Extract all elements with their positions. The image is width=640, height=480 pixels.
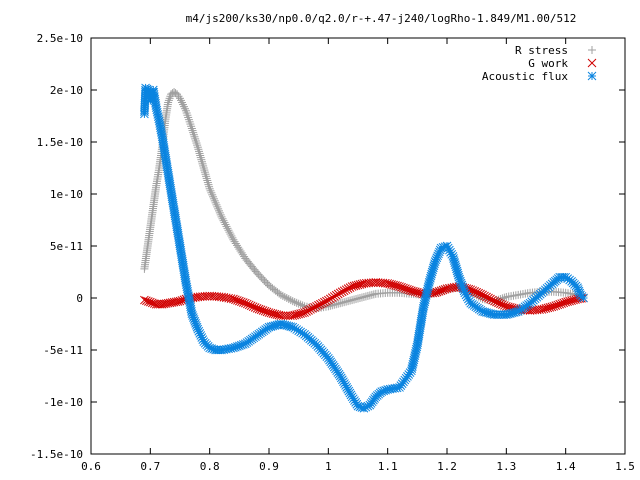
data-point [165, 96, 173, 104]
data-point [350, 296, 358, 304]
chart-title: m4/js200/ks30/np0.0/q2.0/r-+.47-j240/log… [186, 12, 577, 25]
legend-label: R stress [515, 44, 568, 57]
data-point [194, 143, 202, 151]
data-point [330, 301, 338, 309]
y-tick-label: 1e-10 [50, 188, 83, 201]
data-point [200, 164, 208, 172]
data-point [360, 293, 368, 301]
data-point [199, 160, 207, 168]
data-point [364, 292, 372, 300]
data-point [204, 179, 212, 187]
data-point [185, 116, 193, 124]
data-point [200, 166, 208, 174]
x-tick-label: 1.2 [437, 460, 457, 473]
data-point [202, 172, 210, 180]
series-r-stress [140, 88, 587, 312]
x-tick-label: 1 [325, 460, 332, 473]
data-point [205, 183, 213, 191]
y-tick-label: 5e-11 [50, 240, 83, 253]
data-point [370, 290, 378, 298]
data-point [362, 292, 370, 300]
data-point [348, 296, 356, 304]
x-tick-label: 1.1 [378, 460, 398, 473]
data-point [189, 127, 197, 135]
chart: m4/js200/ks30/np0.0/q2.0/r-+.47-j240/log… [0, 0, 640, 480]
data-point [354, 295, 362, 303]
y-tick-label: 2.5e-10 [37, 32, 83, 45]
legend-label: Acoustic flux [482, 70, 568, 83]
legend-marker [588, 59, 596, 67]
legend-marker [588, 72, 596, 80]
data-point [187, 122, 195, 130]
data-point [342, 298, 350, 306]
y-tick-label: -1.5e-10 [30, 448, 83, 461]
data-point [202, 170, 210, 178]
legend-label: G work [528, 57, 568, 70]
x-tick-label: 0.7 [140, 460, 160, 473]
legend-marker [588, 46, 596, 54]
data-point [197, 154, 205, 162]
data-point [197, 156, 205, 164]
data-point [186, 118, 194, 126]
data-point [204, 181, 212, 189]
y-tick-label: -5e-11 [43, 344, 83, 357]
data-point [196, 149, 204, 157]
data-point [338, 299, 346, 307]
x-tick-label: 0.9 [259, 460, 279, 473]
series-acoustic-flux [140, 84, 587, 412]
y-tick-label: 0 [76, 292, 83, 305]
data-point [328, 301, 336, 309]
x-tick-label: 1.3 [496, 460, 516, 473]
data-point [358, 293, 366, 301]
data-point [201, 168, 209, 176]
data-point [188, 124, 196, 132]
data-point [336, 299, 344, 307]
data-point [198, 158, 206, 166]
data-point [344, 297, 352, 305]
data-point [192, 139, 200, 147]
legend: R stressG workAcoustic flux [482, 44, 596, 83]
data-point [579, 294, 587, 302]
y-tick-label: -1e-10 [43, 396, 83, 409]
data-point [164, 98, 172, 106]
data-point [366, 291, 374, 299]
data-point [194, 145, 202, 153]
data-point [368, 291, 376, 299]
data-point [340, 298, 348, 306]
x-tick-label: 1.5 [615, 460, 635, 473]
data-point [191, 133, 199, 141]
data-point [199, 162, 207, 170]
data-point [189, 129, 197, 137]
data-point [203, 176, 211, 184]
data-point [196, 152, 204, 160]
data-point [184, 113, 192, 121]
data-point [193, 141, 201, 149]
data-point [191, 135, 199, 143]
data-point [192, 137, 200, 145]
y-tick-label: 2e-10 [50, 84, 83, 97]
x-tick-label: 0.8 [200, 460, 220, 473]
data-point [346, 297, 354, 305]
data-point [186, 120, 194, 128]
x-tick-label: 1.4 [556, 460, 576, 473]
data-point [352, 295, 360, 303]
data-point [356, 294, 364, 302]
data-point [203, 174, 211, 182]
y-axis: 2.5e-10 2e-10 1.5e-10 1e-10 5e-11 0 -5e-11 -1e-… [30, 32, 625, 461]
data-point [195, 147, 203, 155]
x-tick-label: 0.6 [81, 460, 101, 473]
y-tick-label: 1.5e-10 [37, 136, 83, 149]
data-point [190, 131, 198, 139]
series-layer [140, 84, 587, 412]
